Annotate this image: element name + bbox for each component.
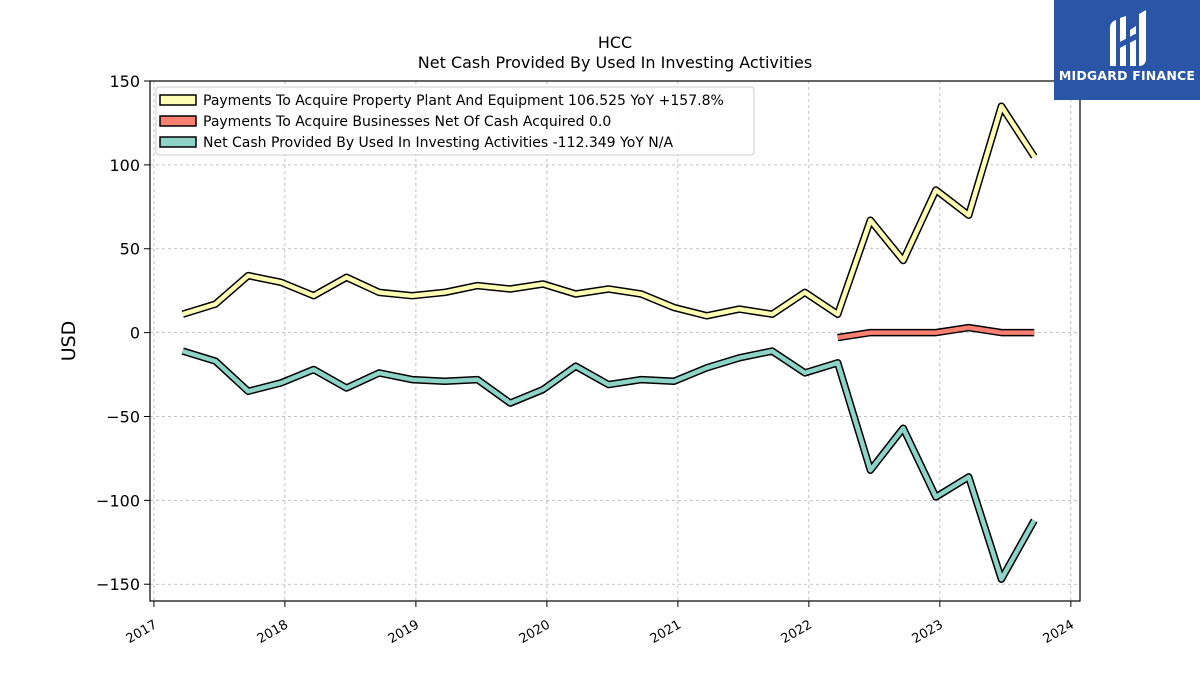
x-tick-label: 2021 bbox=[648, 617, 684, 647]
legend-label-3: Net Cash Provided By Used In Investing A… bbox=[203, 135, 673, 151]
x-tick-label: 2018 bbox=[255, 617, 291, 647]
chart-title-line-1: HCC bbox=[598, 33, 632, 52]
midgard-finance-logo: MIDGARD FINANCE bbox=[1054, 0, 1200, 100]
y-tick-label: −50 bbox=[106, 407, 140, 426]
series-line-2 bbox=[837, 325, 1035, 340]
legend: Payments To Acquire Property Plant And E… bbox=[155, 86, 755, 156]
x-tick-label: 2024 bbox=[1041, 617, 1077, 647]
x-tick-label: 2022 bbox=[779, 617, 815, 647]
series-line-3 bbox=[182, 348, 1037, 582]
legend-swatch-3 bbox=[159, 136, 197, 148]
y-tick-label: 100 bbox=[109, 156, 140, 175]
x-tick-label: 2020 bbox=[517, 617, 553, 647]
y-axis: 150 100 50 0 −50 −100 −150 bbox=[96, 72, 150, 594]
x-axis: 2017 2018 2019 2020 2021 2022 2023 2024 bbox=[124, 601, 1077, 647]
legend-swatch-1 bbox=[159, 94, 197, 106]
logo-text: MIDGARD FINANCE bbox=[1058, 68, 1196, 83]
x-tick-label: 2019 bbox=[386, 617, 422, 647]
legend-label-2: Payments To Acquire Businesses Net Of Ca… bbox=[203, 114, 611, 130]
x-tick-label: 2017 bbox=[124, 617, 160, 647]
logo-mark-icon bbox=[1110, 10, 1146, 66]
y-tick-label: 150 bbox=[109, 72, 140, 91]
grid bbox=[150, 80, 1080, 601]
y-tick-label: 50 bbox=[120, 240, 140, 259]
series-lines bbox=[181, 102, 1038, 583]
chart-title-line-2: Net Cash Provided By Used In Investing A… bbox=[418, 53, 812, 72]
y-tick-label: 0 bbox=[130, 324, 140, 343]
y-tick-label: −150 bbox=[96, 575, 140, 594]
plot-frame bbox=[149, 80, 1081, 602]
y-axis-label: USD bbox=[58, 321, 80, 362]
legend-box bbox=[155, 86, 755, 156]
legend-label-1: Payments To Acquire Property Plant And E… bbox=[203, 93, 724, 109]
x-tick-label: 2023 bbox=[910, 617, 946, 647]
y-tick-label: −100 bbox=[96, 491, 140, 510]
legend-swatch-2 bbox=[159, 115, 197, 127]
series-line-1 bbox=[182, 103, 1037, 319]
